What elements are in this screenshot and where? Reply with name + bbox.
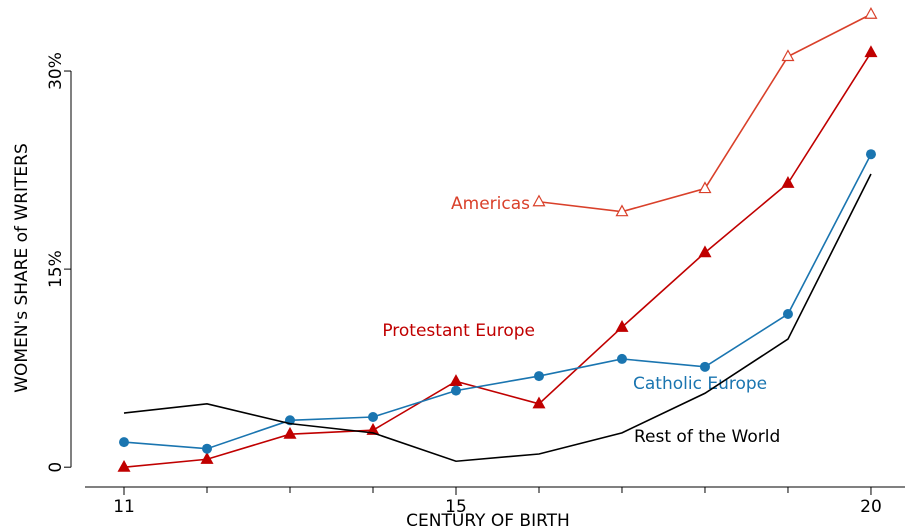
marker: [698, 181, 712, 194]
marker: [782, 309, 793, 320]
marker: [449, 374, 463, 386]
series-line: [123, 52, 872, 468]
x-axis-label: CENTURY OF BIRTH: [406, 511, 570, 531]
marker: [781, 49, 795, 62]
marker: [864, 6, 878, 19]
y-tick-label: 0: [46, 462, 66, 473]
marker: [283, 426, 297, 439]
series-label: Catholic Europe: [633, 374, 767, 394]
marker: [202, 443, 213, 454]
x-tick-label: 20: [860, 497, 882, 517]
marker: [532, 194, 546, 207]
marker: [532, 396, 546, 409]
marker: [200, 452, 214, 464]
marker: [533, 371, 544, 382]
series-line: [123, 153, 872, 450]
marker: [117, 459, 131, 472]
marker: [615, 204, 629, 217]
marker: [119, 437, 130, 448]
series-label: Rest of the World: [634, 427, 780, 447]
series-label: Protestant Europe: [382, 321, 535, 341]
marker: [450, 385, 461, 396]
marker: [615, 319, 629, 332]
marker: [699, 361, 710, 372]
series-label: Americas: [451, 194, 530, 214]
x-tick-label: 15: [445, 497, 467, 517]
marker: [367, 412, 378, 423]
marker: [616, 353, 627, 364]
marker: [366, 422, 380, 435]
x-tick-label: 11: [113, 497, 135, 517]
y-tick-label: 30%: [46, 52, 66, 90]
marker: [864, 45, 878, 58]
y-tick-label: 15%: [46, 250, 66, 288]
y-axis-label: WOMEN's SHARE of WRITERS: [12, 143, 32, 393]
marker: [698, 245, 712, 258]
series-line: [123, 173, 872, 463]
marker: [865, 149, 876, 160]
marker: [781, 176, 795, 188]
